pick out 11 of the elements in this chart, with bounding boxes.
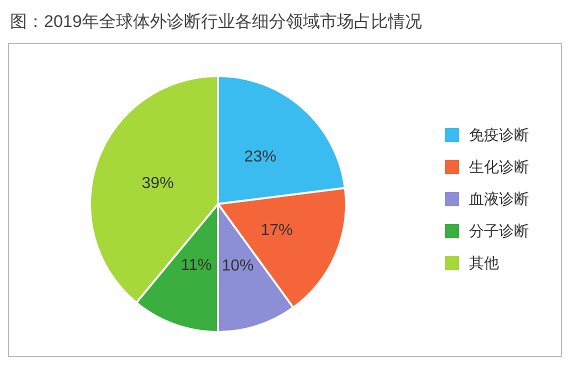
legend-label: 生化诊断 [469,158,529,176]
legend-label: 免疫诊断 [469,126,529,144]
data-label: 39% [142,175,174,192]
chart-title: 图：2019年全球体外诊断行业各细分领域市场占比情况 [9,11,423,33]
data-label: 23% [244,148,276,166]
legend-label: 分子诊断 [469,222,529,240]
data-label: 11% [180,256,212,274]
data-label: 17% [260,222,293,240]
legend-label: 血液诊断 [469,190,529,208]
legend-label: 其他 [469,254,499,272]
data-label: 10% [222,258,254,275]
